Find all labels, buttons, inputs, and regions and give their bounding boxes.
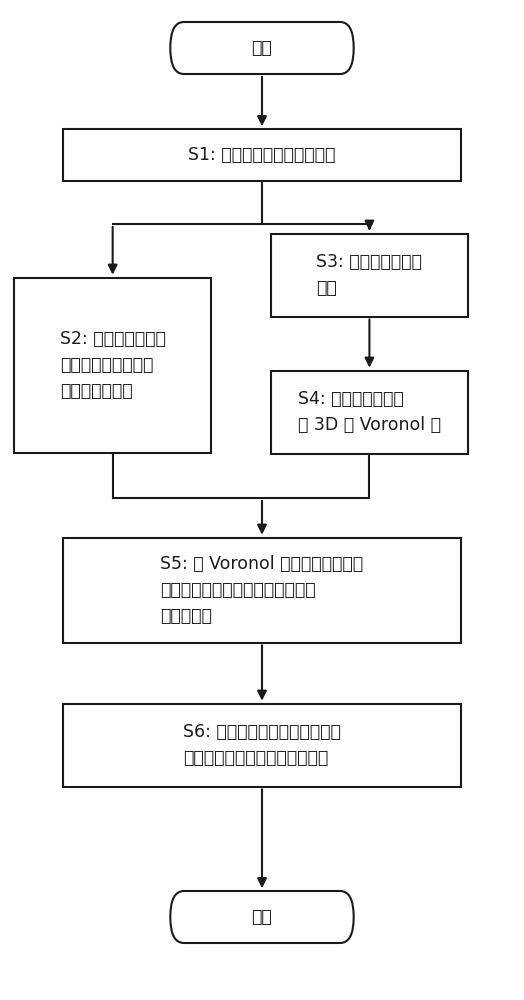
FancyBboxPatch shape [63,129,461,181]
Text: S4: 根据网格模型生
成 3D 的 Voronol 图: S4: 根据网格模型生 成 3D 的 Voronol 图 [298,390,441,434]
Text: 开始: 开始 [252,39,272,57]
Text: S5: 在 Voronol 图上定位开始点和
各分支的结束点，并寻找它们之间
的最短路径: S5: 在 Voronol 图上定位开始点和 各分支的结束点，并寻找它们之间 的… [160,555,364,625]
FancyBboxPatch shape [170,22,354,74]
FancyBboxPatch shape [63,538,461,643]
FancyBboxPatch shape [271,233,467,316]
FancyBboxPatch shape [170,891,354,943]
Text: S6: 对所获得的最短路径数据进
行等距过滤，形成完整的中心线: S6: 对所获得的最短路径数据进 行等距过滤，形成完整的中心线 [183,723,341,767]
Text: S2: 自动提取冠脉树
的开始点以及所有分
支血管的结束点: S2: 自动提取冠脉树 的开始点以及所有分 支血管的结束点 [60,330,166,400]
FancyBboxPatch shape [63,704,461,786]
Text: S1: 输入冠脉树和主动脉数据: S1: 输入冠脉树和主动脉数据 [188,146,336,164]
FancyBboxPatch shape [271,370,467,454]
Text: 结束: 结束 [252,908,272,926]
FancyBboxPatch shape [14,278,211,452]
Text: S3: 冠脉树生成网格
模型: S3: 冠脉树生成网格 模型 [316,253,422,297]
